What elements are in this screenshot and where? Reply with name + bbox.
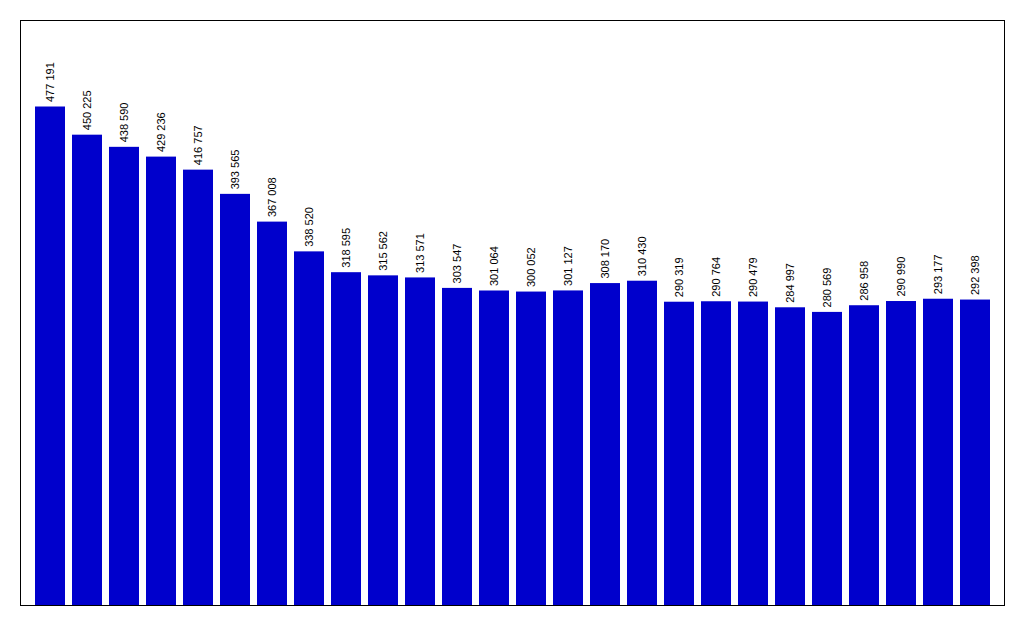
svg-text:477 191: 477 191 — [44, 62, 56, 102]
svg-text:286 958: 286 958 — [858, 261, 870, 301]
svg-text:438 590: 438 590 — [118, 103, 130, 143]
svg-text:292 398: 292 398 — [969, 255, 981, 295]
svg-text:300 052: 300 052 — [525, 247, 537, 287]
svg-text:290 990: 290 990 — [895, 257, 907, 297]
svg-text:429 236: 429 236 — [155, 112, 167, 152]
svg-text:280 569: 280 569 — [821, 268, 833, 308]
svg-text:416 757: 416 757 — [192, 125, 204, 165]
svg-text:393 565: 393 565 — [229, 150, 241, 190]
svg-text:290 764: 290 764 — [710, 257, 722, 297]
svg-text:450 225: 450 225 — [81, 90, 93, 130]
svg-text:303 547: 303 547 — [451, 244, 463, 284]
svg-text:315 562: 315 562 — [377, 231, 389, 271]
svg-text:290 479: 290 479 — [747, 257, 759, 297]
svg-text:290 319: 290 319 — [673, 257, 685, 297]
svg-text:338 520: 338 520 — [303, 207, 315, 247]
svg-text:310 430: 310 430 — [636, 236, 648, 276]
svg-text:313 571: 313 571 — [414, 233, 426, 273]
svg-text:318 595: 318 595 — [340, 228, 352, 268]
svg-text:308 170: 308 170 — [599, 239, 611, 279]
svg-text:301 127: 301 127 — [562, 246, 574, 286]
svg-text:284 997: 284 997 — [784, 263, 796, 303]
svg-text:301 064: 301 064 — [488, 246, 500, 286]
svg-text:293 177: 293 177 — [932, 254, 944, 294]
svg-text:367 008: 367 008 — [266, 177, 278, 217]
